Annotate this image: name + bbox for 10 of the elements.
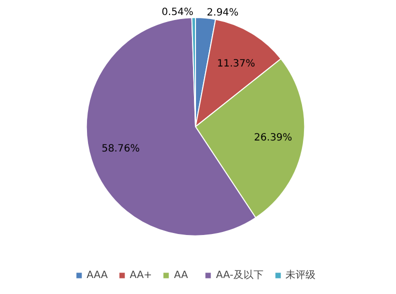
legend-label: 未评级 [285, 268, 316, 282]
data-label: 0.54% [162, 7, 194, 18]
legend-label: AA+ [130, 270, 152, 280]
legend-label: AA [174, 270, 189, 280]
legend-label: AAA [86, 270, 108, 280]
data-label: 2.94% [206, 8, 239, 19]
data-label: 58.76% [102, 143, 140, 154]
data-label: 11.37% [216, 58, 256, 70]
legend-label: AA-及以下 [216, 268, 264, 282]
data-label: 26.39% [254, 132, 292, 144]
